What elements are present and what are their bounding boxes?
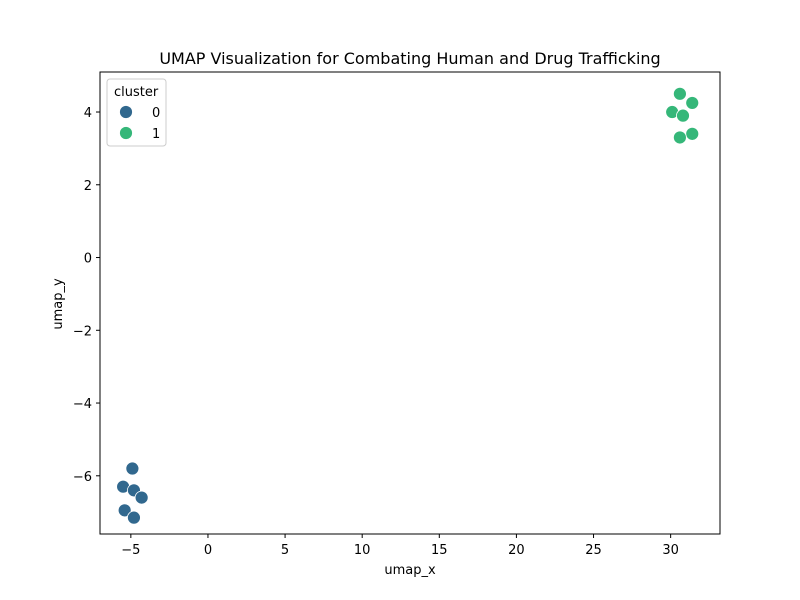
x-tick-label: 5 [281,543,289,558]
y-tick-label: −2 [73,324,92,339]
data-point-cluster-1-3 [676,108,690,123]
x-tick-label: −5 [121,543,140,558]
data-point-cluster-1-5 [673,130,687,145]
legend-marker-cluster-1 [119,126,133,140]
x-tick-label: 20 [508,543,525,558]
data-point-cluster-0-5 [127,510,141,525]
y-axis-label: umap_y [51,278,66,330]
legend-marker-cluster-0 [119,105,133,119]
x-tick-label: 25 [585,543,602,558]
x-tick-label: 30 [662,543,679,558]
data-point-cluster-1-0 [673,86,687,101]
y-tick-label: 0 [84,252,92,267]
legend: cluster 0 1 [106,78,167,147]
y-tick-label: 2 [84,179,92,194]
legend-title: cluster [114,85,159,100]
y-tick-label: 4 [84,106,92,121]
chart-title: UMAP Visualization for Combating Human a… [159,49,660,68]
y-tick-label: −6 [73,470,92,485]
data-point-cluster-1-1 [685,96,700,110]
data-point-cluster-0-3 [134,490,149,505]
y-tick-label: −4 [73,397,92,412]
x-axis-label: umap_x [384,563,436,578]
x-tick-label: 0 [204,543,212,558]
data-point-cluster-0-4 [117,503,132,518]
data-point-cluster-1-4 [685,126,700,141]
legend-label-cluster-0: 0 [152,106,160,121]
plot-frame [99,71,721,535]
x-tick-label: 10 [354,543,371,558]
x-tick-label: 15 [431,543,448,558]
legend-label-cluster-1: 1 [152,127,160,142]
data-point-cluster-0-0 [125,461,140,476]
